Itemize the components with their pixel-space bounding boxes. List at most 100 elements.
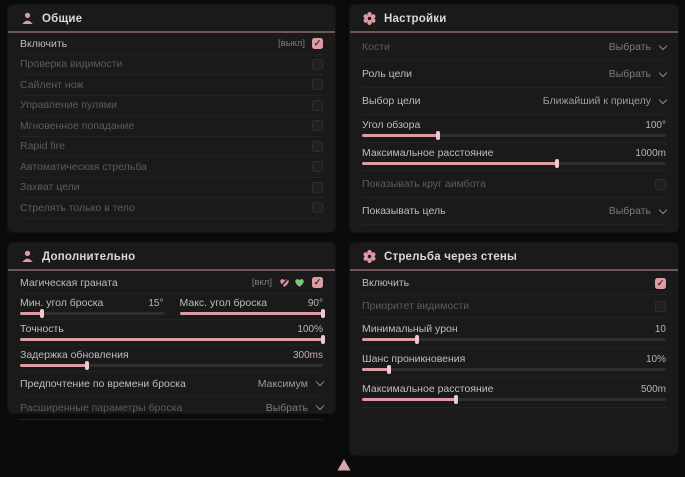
checkbox[interactable]: ✓ [312,181,323,193]
toggle-row-aimbot-circle[interactable]: Показывать круг аимбота ✓ [362,171,666,198]
max-distance-slider[interactable] [362,159,666,168]
row-label: Минимальный урон [362,323,458,335]
row-label: Выбор цели [362,95,421,107]
checkbox[interactable]: ✓ [312,79,323,91]
slider-thumb[interactable] [321,309,325,318]
checkbox[interactable]: ✓ [655,277,666,289]
walls-max-distance-slider[interactable] [362,395,666,404]
toggle-row-rapid-fire[interactable]: Rapid fire ✓ [20,137,323,157]
checkbox[interactable]: ✓ [312,38,323,50]
slider-thumb[interactable] [554,159,559,168]
dropdown-row-show-target: Показывать цель Выбрать [362,198,668,225]
panel-settings-header: Настройки [350,5,678,33]
slider-row-max-distance: Максимальное расстояние 1000m [362,143,666,171]
slider-row-fov: Угол обзора 100° [362,115,666,143]
slider-thumb[interactable] [454,395,459,404]
checkbox[interactable]: ✓ [312,202,323,214]
show-target-dropdown[interactable]: Выбрать [609,205,668,217]
slider-thumb[interactable] [436,131,440,140]
toggle-row-visibility-check[interactable]: Проверка видимости ✓ [20,55,323,75]
slider-value: 300ms [292,349,323,361]
keybind-tag: [вкл] [251,277,272,288]
toggle-row-target-lock[interactable]: Захват цели ✓ [20,178,323,198]
target-select-dropdown[interactable]: Ближайший к прицелу [542,95,668,107]
row-label: Захват цели [20,181,80,194]
person-icon [21,250,34,263]
panel-general: Общие Включить [выкл] ✓ Проверка видимос… [8,5,335,232]
row-label: Включить [362,277,410,289]
slider-value: 100% [297,323,323,335]
gear-flower-icon [363,12,376,25]
advanced-throw-dropdown[interactable]: Выбрать [265,401,325,414]
heart-off-icon[interactable] [279,277,290,288]
panel-title: Дополнительно [42,250,136,263]
slider-thumb[interactable] [387,365,392,374]
row-label: Задержка обновления [20,349,129,361]
row-label: Мгновенное попадание [20,119,135,132]
slider-value: 1000m [635,147,666,159]
dropdown-value: Выбрать [608,41,651,53]
dropdown-value: Ближайший к прицелу [542,95,651,107]
check-icon: ✓ [313,277,322,287]
toggle-row-magic-grenade[interactable]: Магическая граната [вкл] [20,272,323,294]
checkbox[interactable]: ✓ [312,161,323,173]
toggle-row-visibility-priority[interactable]: Приоритет видимости ✓ [362,295,666,318]
heart-icon[interactable] [294,277,305,288]
checkbox[interactable]: ✓ [655,300,666,312]
chevron-down-icon [315,377,325,387]
max-throw-angle-group: Макс. угол броска 90° [179,297,325,318]
row-label: Расширенные параметры броска [20,401,183,414]
toggle-row-enable[interactable]: Включить [выкл] ✓ [20,34,323,55]
panel-settings: Настройки Кости Выбрать Роль цели Выбрат… [350,5,678,232]
slider-thumb[interactable] [84,361,89,370]
panel-wallbang-header: Стрельба через стены [350,243,678,271]
person-icon [21,12,34,25]
update-delay-slider[interactable] [20,361,323,370]
target-role-dropdown[interactable]: Выбрать [608,68,668,80]
slider-value: 15° [148,297,164,309]
penetration-chance-slider[interactable] [362,365,666,374]
chevron-down-icon [658,95,668,104]
row-label: Мин. угол броска [20,297,104,309]
fov-slider[interactable] [362,131,666,140]
slider-thumb[interactable] [39,309,44,318]
panel-wallbang: Стрельба через стены Включить ✓ Приорите… [350,243,678,455]
checkbox[interactable]: ✓ [312,58,323,70]
toggle-row-enable[interactable]: Включить ✓ [362,272,666,295]
dropdown-value: Выбрать [265,401,308,414]
min-damage-slider[interactable] [362,335,666,344]
max-throw-angle-slider[interactable] [179,309,325,318]
toggle-row-silent-knife[interactable]: Сайлент нож ✓ [20,75,323,96]
row-label: Сайлент нож [20,78,84,91]
slider-thumb[interactable] [414,335,419,344]
toggle-row-body-only[interactable]: Стрелять только в тело ✓ [20,198,323,219]
min-throw-angle-slider[interactable] [20,309,164,318]
slider-thumb[interactable] [321,335,325,344]
checkbox[interactable]: ✓ [312,140,323,152]
panel-title: Настройки [384,12,447,25]
row-label: Rapid fire [20,140,65,153]
slider-value: 10% [645,353,666,365]
slider-value: 500m [640,383,666,395]
check-icon: ✓ [656,277,665,288]
row-label: Максимальное расстояние [362,383,494,395]
mouse-cursor-icon [337,458,351,476]
dropdown-value: Выбрать [608,68,651,80]
row-label: Предпочтение по времени броска [20,377,186,390]
throw-angle-sliders: Мин. угол броска 15° Макс. угол броска 9… [20,294,325,320]
toggle-row-instant-hit[interactable]: Мгновенное попадание ✓ [20,116,323,137]
checkbox[interactable]: ✓ [312,120,323,132]
dropdown-row-target-select: Выбор цели Ближайший к прицелу [362,88,668,115]
checkbox[interactable]: ✓ [312,99,323,111]
accuracy-slider[interactable] [20,335,325,344]
row-label: Точность [20,323,64,335]
throw-time-dropdown[interactable]: Максимум [258,377,325,390]
slider-row-penetration-chance: Шанс проникновения 10% [362,348,666,378]
toggle-row-bullet-control[interactable]: Управление пулями ✓ [20,96,323,116]
slider-value: 10 [654,323,666,335]
row-label: Угол обзора [362,119,421,131]
toggle-row-auto-fire[interactable]: Автоматическая стрельба ✓ [20,157,323,178]
checkbox[interactable]: ✓ [655,178,666,190]
checkbox[interactable]: ✓ [312,277,323,288]
bones-dropdown[interactable]: Выбрать [608,41,668,53]
